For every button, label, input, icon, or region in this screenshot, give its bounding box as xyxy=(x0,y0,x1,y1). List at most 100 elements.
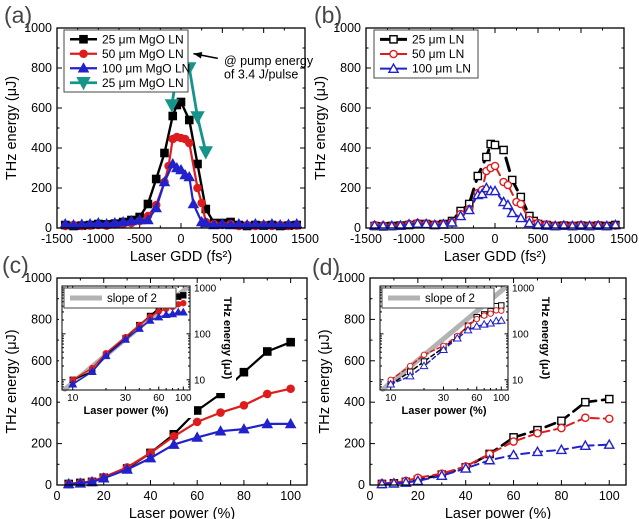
svg-text:1500: 1500 xyxy=(610,232,638,246)
svg-text:20: 20 xyxy=(97,489,111,503)
svg-text:of 3.4 J/pulse: of 3.4 J/pulse xyxy=(224,67,298,81)
ylabel-a: THz energy (μJ) xyxy=(4,76,20,180)
series-b-1 xyxy=(370,161,620,231)
svg-text:slope of 2: slope of 2 xyxy=(425,293,475,305)
svg-text:25 μm MgO LN: 25 μm MgO LN xyxy=(102,76,184,90)
svg-text:0: 0 xyxy=(354,221,361,235)
svg-text:25 μm MgO LN: 25 μm MgO LN xyxy=(102,32,184,46)
svg-text:400: 400 xyxy=(344,395,365,409)
svg-text:50 μm MgO LN: 50 μm MgO LN xyxy=(102,47,184,61)
svg-text:0: 0 xyxy=(54,489,61,503)
series-c-2 xyxy=(62,417,297,489)
panel-label-a: (a) xyxy=(4,2,33,28)
svg-text:500: 500 xyxy=(212,232,233,246)
svg-text:1000: 1000 xyxy=(24,271,52,285)
svg-text:slope of 2: slope of 2 xyxy=(107,293,157,305)
svg-text:1500: 1500 xyxy=(291,232,319,246)
svg-text:60: 60 xyxy=(471,393,483,404)
series-d_inset-3 xyxy=(386,315,506,388)
legend-c_inset: slope of 2 xyxy=(63,287,177,309)
svg-text:200: 200 xyxy=(31,437,52,451)
svg-text:600: 600 xyxy=(31,101,52,115)
svg-text:-1000: -1000 xyxy=(393,232,425,246)
svg-text:100 μm MgO LN: 100 μm MgO LN xyxy=(102,61,190,75)
svg-text:-500: -500 xyxy=(439,232,464,246)
svg-text:200: 200 xyxy=(31,181,52,195)
svg-text:1000: 1000 xyxy=(337,271,365,285)
ylabel-c: THz energy (μJ) xyxy=(4,329,20,433)
svg-text:1000: 1000 xyxy=(250,232,278,246)
svg-text:100: 100 xyxy=(512,329,529,340)
svg-text:100: 100 xyxy=(175,393,192,404)
panel-label-c: (c) xyxy=(2,252,29,278)
series-a-1 xyxy=(60,132,302,231)
svg-text:25 μm LN: 25 μm LN xyxy=(412,32,464,46)
svg-text:800: 800 xyxy=(31,61,52,75)
svg-text:@ pump energy: @ pump energy xyxy=(224,54,314,68)
series-b-2 xyxy=(368,181,622,231)
svg-text:0: 0 xyxy=(358,478,365,492)
svg-text:400: 400 xyxy=(31,141,52,155)
svg-text:400: 400 xyxy=(340,141,361,155)
legend-d_inset: slope of 2 xyxy=(381,287,495,309)
ylabel-d: THz energy (μJ) xyxy=(317,329,333,433)
svg-text:1000: 1000 xyxy=(512,283,535,294)
series-d-1 xyxy=(377,413,614,488)
xlabel-b: Laser GDD (fs²) xyxy=(444,249,546,265)
svg-text:30: 30 xyxy=(120,393,132,404)
svg-text:40: 40 xyxy=(459,489,473,503)
svg-text:-1000: -1000 xyxy=(82,232,114,246)
panel-label-d: (d) xyxy=(312,254,341,280)
svg-text:0: 0 xyxy=(45,478,52,492)
xlabel-d_inset: Laser power (%) xyxy=(402,405,487,417)
svg-text:60: 60 xyxy=(153,393,165,404)
xlabel-c: Laser power (%) xyxy=(129,506,235,519)
series-a-2 xyxy=(59,157,303,230)
svg-text:200: 200 xyxy=(344,437,365,451)
svg-text:100: 100 xyxy=(599,489,620,503)
tick-labels-b: -1500 -1000 -500 0 500 1000 1500 0 200 400 600 800 1… xyxy=(333,21,638,246)
svg-text:10: 10 xyxy=(512,375,524,386)
svg-text:1000: 1000 xyxy=(567,232,595,246)
svg-text:30: 30 xyxy=(438,393,450,404)
svg-text:800: 800 xyxy=(344,312,365,326)
ylabel-d_inset: THz energy (μJ) xyxy=(539,297,551,380)
svg-text:0: 0 xyxy=(45,221,52,235)
svg-text:600: 600 xyxy=(344,354,365,368)
tick-labels-a: -1500 -1000 -500 0 500 1000 1500 0 200 400 600 800 1… xyxy=(24,21,319,246)
svg-text:50 μm LN: 50 μm LN xyxy=(412,47,464,61)
svg-text:40: 40 xyxy=(144,489,158,503)
svg-text:0: 0 xyxy=(178,232,185,246)
svg-text:1000: 1000 xyxy=(24,21,52,35)
svg-text:600: 600 xyxy=(340,101,361,115)
svg-text:60: 60 xyxy=(507,489,521,503)
svg-text:10: 10 xyxy=(67,393,79,404)
ylabel-c_inset: THz energy (μJ) xyxy=(221,297,233,380)
xlabel-a: Laser GDD (fs²) xyxy=(130,249,232,265)
svg-text:1000: 1000 xyxy=(194,283,217,294)
svg-text:10: 10 xyxy=(194,375,206,386)
svg-text:600: 600 xyxy=(31,354,52,368)
xlabel-c_inset: Laser power (%) xyxy=(84,405,169,417)
svg-text:0: 0 xyxy=(367,489,374,503)
ylabel-b: THz energy (μJ) xyxy=(313,76,329,180)
series-d_inset-2 xyxy=(387,307,505,384)
svg-text:100 μm LN: 100 μm LN xyxy=(412,62,471,76)
svg-text:60: 60 xyxy=(190,489,204,503)
svg-text:80: 80 xyxy=(237,489,251,503)
series-c_inset-3 xyxy=(68,307,188,388)
svg-text:-500: -500 xyxy=(127,232,152,246)
svg-text:-1500: -1500 xyxy=(41,232,73,246)
svg-text:500: 500 xyxy=(528,232,549,246)
svg-text:0: 0 xyxy=(492,232,499,246)
